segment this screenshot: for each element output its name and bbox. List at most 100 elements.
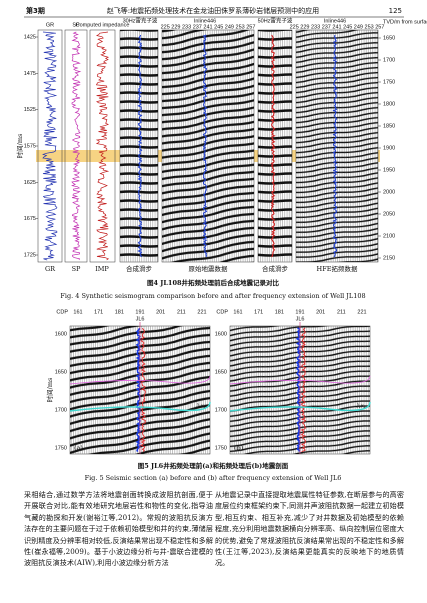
cdp-tick-label: 201 [316, 309, 325, 315]
caption-cn: 图5 JL6井拓频处理前(a)和拓频处理后(b)地震剖面 [138, 461, 289, 470]
left-tick-label: 1475 [24, 71, 36, 77]
left-axis-title: 时间/ms [15, 134, 24, 159]
well-trace [137, 34, 143, 258]
y-tick-label: 1650 [55, 369, 67, 375]
y-tick-label: 1600 [55, 331, 67, 337]
right-axis-title: TVD/m from surface [383, 19, 427, 25]
trace-numbers: 225 229 233 237 241 245 249 253 257 [161, 24, 256, 30]
seismic-panel-layers [258, 30, 292, 262]
cdp-tick-label: 181 [275, 309, 284, 315]
horizon-label: J₂x₁ [356, 403, 366, 409]
right-tick-label: 1850 [383, 123, 395, 129]
panel-title: Inline446 [194, 18, 216, 24]
well-trace [270, 34, 276, 258]
y-axis-title: 时间/ms [45, 378, 54, 403]
well-curve-red [140, 327, 146, 452]
cdp-tick-label: 191 [135, 309, 144, 315]
bottom-label: 合成滑步 [126, 264, 153, 273]
left-tick-label: 1625 [24, 180, 36, 186]
panel-title: 30Hz雷克子波 [123, 16, 158, 24]
bottom-label: IMP [95, 265, 109, 273]
bottom-label: GR [45, 265, 56, 273]
well-label: JL6 [136, 316, 145, 322]
bottom-label: 合成滑步 [262, 264, 289, 273]
log-curve [95, 31, 110, 261]
left-tick-label: 1525 [24, 107, 36, 113]
right-tick-label: 1950 [383, 167, 395, 173]
right-tick-label: 2050 [383, 211, 395, 217]
cdp-tick-label: 181 [115, 309, 124, 315]
right-tick-label: 2000 [383, 189, 395, 195]
log-track [64, 29, 88, 263]
cdp-tick-label: 211 [177, 309, 186, 315]
y-tick-label: 1700 [215, 407, 227, 413]
cdp-tick-label: 221 [357, 309, 366, 315]
right-tick-label: 1700 [383, 57, 395, 63]
well-curve-red [300, 327, 307, 453]
cdp-tick-label: 171 [94, 309, 103, 315]
cdp-tick-label: 211 [337, 309, 346, 315]
cdp-tick-label: 221 [197, 309, 206, 315]
cdp-label: CDP [216, 309, 228, 315]
cdp-tick-label: 171 [254, 309, 263, 315]
caption-cn: 图4 JL108井拓频处理前后合成地震记录对比 [147, 278, 279, 287]
panel-title: Inline446 [324, 18, 346, 24]
horizon-line [69, 401, 211, 412]
cdp-tick-label: 191 [295, 309, 304, 315]
running-title: 赵飞等:地震拓频处理技术在金龙油田侏罗系薄砂岩储层预测中的应用 [107, 6, 319, 15]
y-tick-label: 1750 [55, 445, 67, 451]
left-tick-label: 1675 [24, 216, 36, 222]
page-number: 125 [389, 7, 402, 15]
horizon-line [229, 401, 371, 412]
cdp-tick-label: 201 [156, 309, 165, 315]
left-tick-label: 1725 [24, 252, 36, 258]
bottom-label: 原始地震数据 [189, 264, 229, 273]
horizon-line [229, 375, 371, 385]
panel-label: (a) [74, 444, 83, 452]
log-header: SP [72, 22, 80, 28]
right-tick-label: 1900 [383, 145, 395, 151]
panel-label: (b) [234, 444, 244, 452]
cdp-tick-label: 161 [233, 309, 242, 315]
y-tick-label: 1600 [215, 331, 227, 337]
caption-en: Fig. 4 Synthetic seismogram comparison b… [60, 292, 365, 300]
left-tick-label: 1575 [24, 143, 36, 149]
log-curve [71, 31, 82, 261]
body-left: 采相结合,通过数学方法将地震剖面转换成波阻抗剖面,便于开展联合对比,能有效地研究… [24, 490, 213, 568]
trace-numbers: 225 229 233 237 241 245 249 253 257 [290, 24, 385, 30]
well-curve-blue [135, 327, 142, 452]
caption-en: Fig. 5 Seismic section (a) before and (b… [85, 474, 342, 482]
right-tick-label: 2150 [383, 255, 395, 261]
well-trace [332, 34, 338, 258]
left-tick-label: 1425 [24, 34, 36, 40]
seismic-panel-layers [162, 30, 254, 262]
bottom-label: HFE拓频数据 [317, 264, 358, 273]
horizon-line [69, 375, 211, 385]
well-curve-blue [295, 327, 302, 452]
right-tick-label: 1750 [383, 79, 395, 85]
seismic-panel-layers [120, 30, 158, 262]
well-label: JL6 [296, 316, 305, 322]
well-trace [202, 34, 208, 258]
cdp-tick-label: 161 [73, 309, 82, 315]
cdp-label: CDP [56, 309, 68, 315]
issue: 第3期 [26, 6, 45, 15]
y-tick-label: 1650 [215, 369, 227, 375]
right-tick-label: 1800 [383, 101, 395, 107]
seismic-panel-layers [296, 30, 378, 262]
y-tick-label: 1750 [215, 445, 227, 451]
bottom-label: SP [72, 265, 81, 273]
log-header: Computed impedance [76, 22, 130, 28]
horizon-label: J₂x₁ [196, 403, 206, 409]
log-curve [41, 31, 58, 261]
y-tick-label: 1700 [55, 407, 67, 413]
right-tick-label: 1650 [383, 35, 395, 41]
log-track [89, 29, 116, 263]
panel-title: 50Hz雷克子波 [258, 16, 293, 24]
right-tick-label: 2100 [383, 233, 395, 239]
body-right: 从地震记录中直接提取地震属性特征参数,在断层参与的高密度层位约束框架约束下,同测… [215, 490, 404, 568]
log-header: GR [46, 22, 54, 28]
